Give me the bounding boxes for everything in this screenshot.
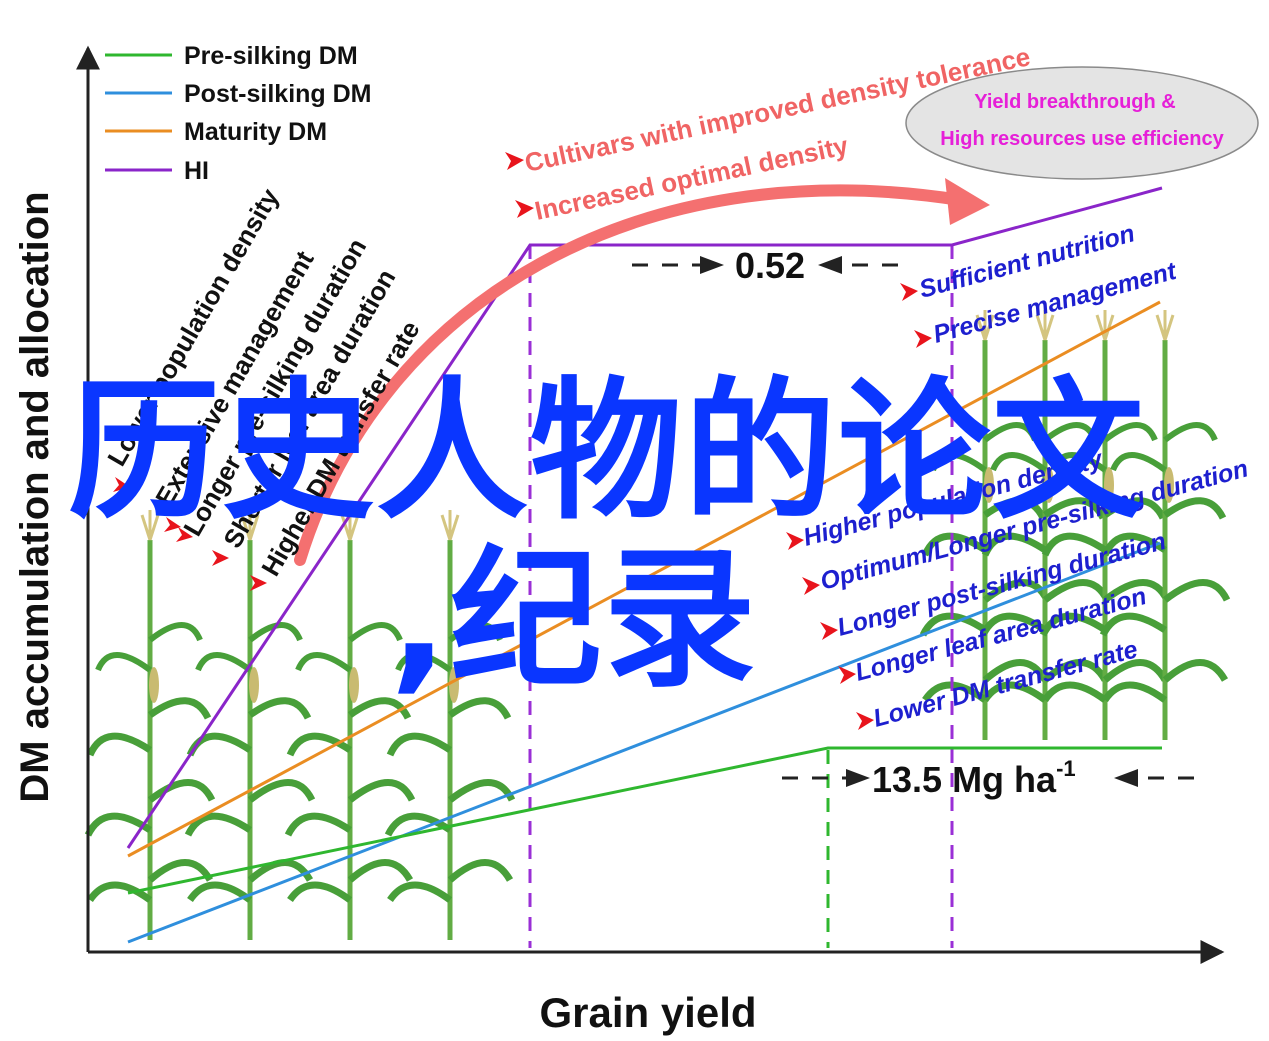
yield-value: 13.5 Mg ha-1: [872, 756, 1076, 800]
legend-label-post-silking: Post-silking DM: [184, 80, 372, 108]
yield-arrowhead-left: [846, 769, 870, 787]
legend-label-hi: HI: [184, 157, 209, 185]
legend: Pre-silking DM Post-silking DM Maturity …: [105, 42, 372, 185]
line-post-silking-dm: [128, 543, 1160, 942]
hi-value: 0.52: [735, 245, 805, 286]
x-axis-label: Grain yield: [539, 989, 756, 1036]
ellipse-line-2: High resources use efficiency: [940, 128, 1224, 150]
legend-label-maturity: Maturity DM: [184, 118, 327, 146]
legend-label-pre-silking: Pre-silking DM: [184, 42, 358, 70]
y-axis-label: DM accumulation and allocation: [13, 191, 57, 802]
hi-arrowhead-left: [700, 256, 724, 274]
improvement-arrowhead: [945, 178, 990, 225]
ellipse-line-1: Yield breakthrough &: [974, 91, 1176, 113]
